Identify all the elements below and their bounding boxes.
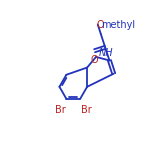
- Text: O: O: [96, 20, 104, 30]
- Text: Br: Br: [55, 105, 66, 115]
- Text: Br: Br: [81, 105, 92, 115]
- Text: O: O: [90, 55, 98, 65]
- Text: NH: NH: [98, 48, 113, 58]
- Text: methyl: methyl: [101, 20, 135, 30]
